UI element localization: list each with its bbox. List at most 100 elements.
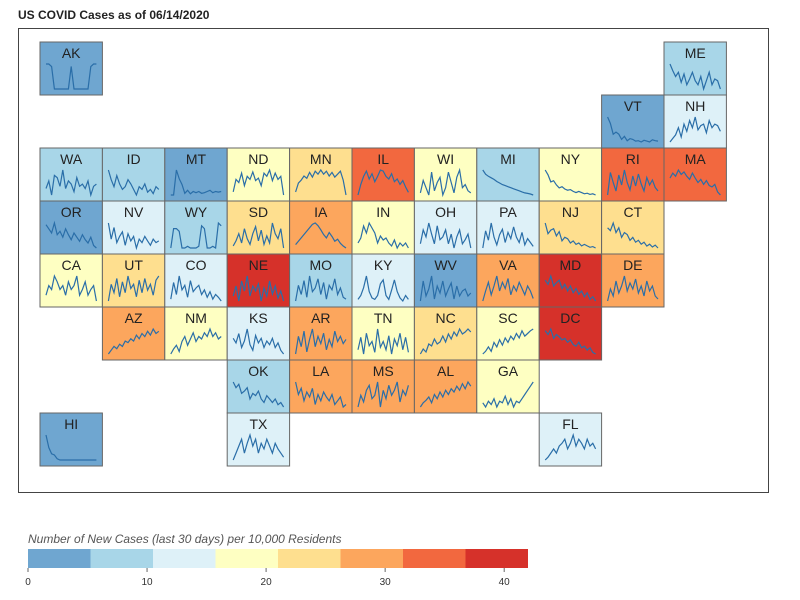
sparkline-wi	[419, 167, 472, 198]
legend-swatch-1	[90, 549, 153, 568]
state-label: TN	[374, 310, 393, 326]
state-tile-me: ME	[663, 41, 727, 96]
state-tile-ak: AK	[39, 41, 103, 96]
state-label: WY	[185, 204, 208, 220]
sparkline-ar	[295, 328, 347, 355]
sparkline-la	[295, 381, 347, 409]
state-tile-nm: NM	[164, 306, 228, 361]
legend-swatch-3	[215, 549, 278, 568]
sparkline-nv	[107, 222, 160, 251]
state-label: NM	[185, 310, 207, 326]
state-tile-tn: TN	[351, 306, 415, 361]
state-label: ID	[127, 151, 141, 167]
state-label: UT	[124, 257, 143, 273]
sparkline-ny	[544, 169, 596, 196]
state-tile-md: MD	[538, 253, 603, 308]
sparkline-ms	[357, 381, 409, 408]
state-label: NC	[435, 310, 455, 326]
state-cell-or	[39, 200, 103, 255]
state-tile-wy: WY	[164, 200, 228, 255]
state-cell-wy	[164, 200, 228, 255]
state-tile-ok: OK	[226, 359, 291, 414]
state-tile-va: VA	[476, 253, 540, 308]
state-cell-mi	[476, 147, 540, 202]
state-tile-nc: NC	[413, 306, 478, 361]
state-label: ND	[248, 151, 268, 167]
state-label: OR	[61, 204, 82, 220]
sparkline-ca	[45, 274, 97, 302]
sparkline-mn	[295, 168, 347, 196]
legend-title: Number of New Cases (last 30 days) per 1…	[28, 532, 341, 546]
state-cell-ny	[538, 147, 603, 202]
state-label: MA	[685, 151, 707, 167]
sparkline-nc	[419, 327, 472, 355]
legend-swatch-5	[340, 549, 403, 568]
state-label: PA	[499, 204, 517, 220]
chart-title: US COVID Cases as of 06/14/2020	[18, 8, 210, 22]
sparkline-nd	[232, 168, 285, 196]
sparkline-sd	[232, 222, 285, 249]
state-cell-ri	[601, 147, 665, 202]
state-tile-ma: MA	[663, 147, 727, 202]
state-tile-pa: PA	[476, 200, 540, 255]
state-label: NJ	[562, 204, 579, 220]
sparkline-md	[544, 273, 597, 302]
state-tile-la: LA	[289, 359, 353, 414]
state-cell-az	[101, 306, 166, 361]
sparkline-ks	[232, 328, 285, 355]
state-label: NV	[124, 204, 144, 220]
state-label: MD	[560, 257, 582, 273]
sparkline-ut	[107, 275, 160, 302]
state-cell-mo	[289, 253, 353, 308]
state-cell-co	[164, 253, 228, 308]
sparkline-va	[482, 275, 534, 302]
state-tile-oh: OH	[413, 200, 478, 255]
state-label: WA	[60, 151, 83, 167]
map-frame	[18, 28, 769, 493]
state-tile-nd: ND	[226, 147, 291, 202]
state-cell-fl	[538, 412, 603, 467]
state-label: CO	[186, 257, 207, 273]
state-label: SC	[498, 310, 517, 326]
state-label: OK	[248, 363, 269, 379]
state-tile-ar: AR	[289, 306, 353, 361]
sparkline-nm	[170, 327, 222, 355]
state-label: TX	[249, 416, 268, 432]
state-label: IL	[377, 151, 389, 167]
sparkline-ky	[357, 275, 409, 303]
state-label: KS	[249, 310, 268, 326]
state-label: AZ	[125, 310, 143, 326]
state-cell-ar	[289, 306, 353, 361]
state-cell-il	[351, 147, 415, 202]
sparkline-az	[107, 327, 160, 355]
state-label: RI	[626, 151, 640, 167]
sparkline-mt	[170, 169, 222, 196]
state-cell-hi	[39, 412, 103, 467]
state-label: LA	[312, 363, 330, 379]
state-tile-ga: GA	[476, 359, 540, 414]
state-label: NE	[249, 257, 268, 273]
state-tile-ut: UT	[101, 253, 166, 308]
state-label: VT	[624, 98, 642, 114]
state-cell-nd	[226, 147, 291, 202]
state-cell-ca	[39, 253, 103, 308]
state-tile-dc: DC	[538, 306, 603, 361]
state-label: MN	[310, 151, 332, 167]
state-label: MT	[186, 151, 207, 167]
state-tile-or: OR	[39, 200, 103, 255]
state-tile-wi: WI	[413, 147, 478, 202]
state-label: VA	[499, 257, 517, 273]
state-tile-co: CO	[164, 253, 228, 308]
state-tile-mi: MI	[476, 147, 540, 202]
sparkline-de	[607, 275, 659, 302]
state-label: DC	[560, 310, 580, 326]
sparkline-co	[170, 275, 222, 302]
legend-tick-label: 0	[25, 577, 31, 588]
state-cell-pa	[476, 200, 540, 255]
sparkline-ct	[607, 221, 659, 249]
state-cell-dc	[538, 306, 603, 361]
sparkline-ok	[232, 381, 285, 408]
state-label: KY	[374, 257, 393, 273]
state-tile-al: AL	[413, 359, 478, 414]
sparkline-ga	[482, 381, 534, 409]
